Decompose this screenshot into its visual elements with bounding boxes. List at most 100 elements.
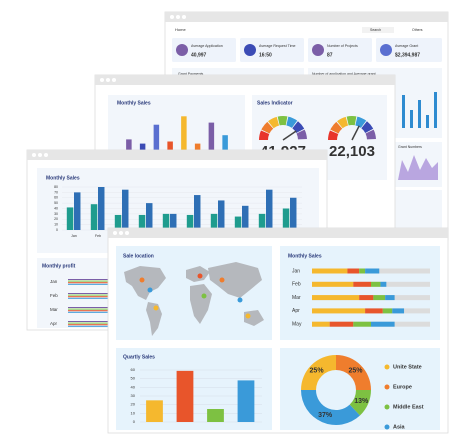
decor-line (68, 282, 112, 284)
dot (170, 15, 174, 19)
stat-icon (380, 44, 392, 56)
y-tick-label: 30 (131, 393, 136, 398)
bar-segment (380, 281, 387, 287)
donut-segment (301, 355, 336, 390)
dot (44, 153, 48, 157)
decor-line (68, 321, 112, 322)
legend-label: Europe (393, 384, 412, 390)
decor-line (68, 279, 112, 280)
gauge-segment (296, 129, 307, 140)
y-tick-label: 10 (54, 223, 58, 227)
panel-title: Monthly profit (42, 263, 76, 269)
bar (208, 122, 215, 152)
gauge-segment (330, 121, 343, 134)
decor-area (398, 155, 438, 180)
decor-line (68, 324, 112, 326)
stat-value: 16:50 (259, 52, 272, 58)
y-tick-label: 40 (54, 206, 58, 210)
x-tick-label: Feb (95, 234, 101, 238)
bar-segment (312, 281, 354, 287)
stat-label: Average Application (191, 44, 223, 48)
bar-segment (385, 295, 395, 301)
stat-label: Number of Projects (327, 44, 358, 48)
stat-card (172, 38, 236, 62)
y-tick-label: 60 (131, 367, 136, 372)
donut-segment (301, 390, 360, 425)
bar (90, 204, 98, 230)
bar (258, 213, 266, 230)
gauge-segment (365, 129, 376, 140)
bar (186, 214, 194, 230)
stat-icon (244, 44, 256, 56)
y-tick-label: 0 (133, 419, 136, 424)
y-tick-label: 20 (54, 217, 58, 221)
bar (218, 200, 225, 230)
bar-segment (382, 308, 393, 314)
x-tick-label: Jan (71, 234, 77, 238)
user[interactable]: Others (412, 28, 423, 32)
bar-segment (312, 295, 360, 301)
bar (266, 189, 273, 230)
panel-title: Quartly Sales (123, 354, 155, 360)
y-tick-label: 70 (54, 190, 58, 194)
bar-segment (365, 308, 383, 314)
bar (153, 124, 160, 152)
search[interactable]: Search (370, 28, 381, 32)
dot (32, 153, 36, 157)
stat-label: Average Request Time (259, 44, 296, 48)
panel-title: Sale location (123, 253, 154, 259)
dot (119, 231, 123, 235)
bar-segment (347, 268, 360, 274)
donut-label: 25% (310, 367, 325, 374)
decor-line (68, 325, 112, 327)
bar (138, 214, 146, 230)
donut-label: 37% (318, 412, 333, 419)
stat-icon (312, 44, 324, 56)
stat-card (240, 38, 304, 62)
decor-line (68, 280, 112, 282)
gauge-segment (337, 116, 349, 129)
gauge-segment (355, 116, 367, 128)
bar (98, 187, 105, 230)
y-tick-label: 40 (131, 384, 136, 389)
bar (181, 116, 187, 152)
row-label: Jan (50, 279, 58, 284)
legend-swatch (384, 364, 390, 370)
bar (122, 189, 129, 230)
legend-label: Middle East (393, 404, 424, 410)
decor-line (68, 297, 112, 299)
bar (66, 207, 74, 230)
bar (242, 205, 249, 230)
bar (170, 213, 177, 230)
row-label: Apr (292, 308, 300, 314)
bar-segment (392, 308, 405, 314)
dot (113, 231, 117, 235)
bar (146, 203, 153, 230)
gauge-segment (268, 116, 280, 129)
decor-line (68, 283, 112, 285)
decor-line (68, 322, 112, 324)
panel-title: Monthly Sales (46, 175, 80, 181)
bar-segment (312, 308, 366, 314)
bar (234, 216, 242, 230)
bar-segment (353, 281, 371, 287)
bar-segment (359, 268, 366, 274)
nav[interactable]: Home (175, 27, 186, 32)
bar (194, 195, 201, 230)
decor-line (68, 307, 112, 308)
gauge-segment (259, 130, 270, 140)
dot (182, 15, 186, 19)
world-map (124, 262, 264, 336)
panel-title: Monthly Sales (117, 100, 151, 106)
stat-value: 87 (327, 52, 333, 58)
stat-label: Average Grant (395, 44, 418, 48)
dot (38, 153, 42, 157)
bar-segment (329, 321, 354, 327)
legend-label: Asia (393, 424, 406, 430)
bar-segment (312, 268, 348, 274)
dot (112, 78, 116, 82)
title-bar (27, 150, 327, 160)
decor-line (68, 311, 112, 313)
search-box[interactable] (362, 27, 394, 33)
bar (194, 143, 201, 152)
